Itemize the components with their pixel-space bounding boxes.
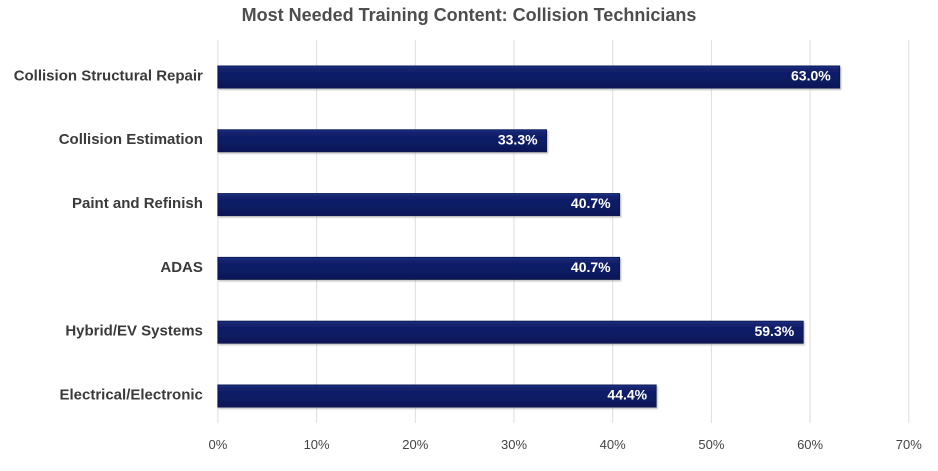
- svg-text:Hybrid/EV Systems: Hybrid/EV Systems: [65, 323, 203, 340]
- svg-text:0%: 0%: [209, 437, 228, 452]
- svg-text:Collision Estimation: Collision Estimation: [59, 131, 203, 148]
- svg-text:50%: 50%: [698, 437, 724, 452]
- svg-text:Electrical/Electronic: Electrical/Electronic: [59, 386, 202, 403]
- svg-text:70%: 70%: [896, 437, 922, 452]
- svg-text:10%: 10%: [304, 437, 330, 452]
- svg-text:40.7%: 40.7%: [571, 195, 611, 211]
- svg-text:44.4%: 44.4%: [607, 387, 647, 403]
- svg-text:Paint and Refinish: Paint and Refinish: [72, 195, 203, 212]
- svg-text:40.7%: 40.7%: [571, 259, 611, 275]
- svg-text:20%: 20%: [402, 437, 428, 452]
- svg-text:ADAS: ADAS: [160, 259, 203, 276]
- svg-text:30%: 30%: [501, 437, 527, 452]
- svg-text:40%: 40%: [600, 437, 626, 452]
- svg-text:59.3%: 59.3%: [754, 323, 794, 339]
- svg-text:60%: 60%: [797, 437, 823, 452]
- svg-text:33.3%: 33.3%: [498, 131, 538, 147]
- svg-text:Collision Structural Repair: Collision Structural Repair: [14, 67, 203, 84]
- svg-text:63.0%: 63.0%: [791, 68, 831, 84]
